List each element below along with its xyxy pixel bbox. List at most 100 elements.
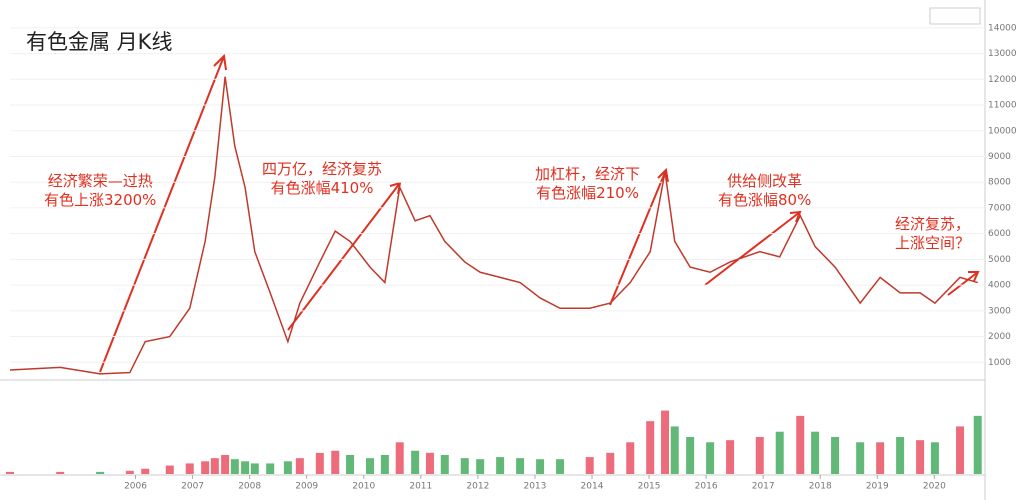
volume-bar — [201, 461, 210, 474]
annotation-line: 有色涨幅410% — [270, 179, 374, 197]
arrow — [704, 211, 801, 286]
x-tick-label: 2011 — [409, 482, 432, 492]
annotation-line: 加杠杆，经济下 — [535, 165, 641, 183]
volume-bar — [56, 471, 65, 474]
volume-bar — [230, 459, 239, 474]
arrow-head — [213, 53, 227, 71]
y-tick-label: 8000 — [988, 178, 1011, 188]
y-tick-label: 7000 — [988, 203, 1011, 213]
x-tick-label: 2012 — [466, 482, 489, 492]
volume-bar — [646, 421, 655, 474]
annotation-line: 有色涨幅80% — [718, 191, 812, 209]
volume-bar — [425, 452, 434, 474]
x-tick-label: 2014 — [581, 482, 604, 492]
arrow — [947, 271, 979, 296]
x-tick-label: 2018 — [809, 482, 832, 492]
volume-bar — [380, 454, 389, 474]
volume-bar — [366, 458, 375, 474]
annotation-line: 有色上涨3200% — [44, 191, 157, 209]
volume-bar — [283, 461, 292, 474]
price-line — [9, 76, 978, 375]
x-tick-label: 2007 — [181, 482, 204, 492]
x-tick-label: 2015 — [638, 482, 661, 492]
volume-bar — [476, 459, 485, 474]
arrows — [99, 53, 980, 373]
x-tick-label: 2010 — [352, 482, 375, 492]
volume-bar — [755, 437, 764, 474]
volume-bar — [726, 440, 735, 474]
annotation-line: 经济复苏， — [895, 215, 971, 233]
volume-bar — [496, 457, 505, 474]
x-tick-label: 2020 — [923, 482, 946, 492]
volume-bar — [266, 463, 275, 474]
toolbar-button[interactable] — [929, 7, 981, 25]
arrow-head — [657, 167, 669, 183]
annotation: 经济繁荣—过热 有色上涨3200% — [44, 172, 156, 210]
volume-bar — [775, 431, 784, 474]
volume-bar — [831, 437, 840, 474]
y-tick-label: 11000 — [988, 101, 1017, 111]
annotation: 加杠杆，经济下 有色涨幅210% — [535, 165, 640, 203]
volume-bar — [395, 442, 404, 474]
volume-bar — [516, 458, 525, 474]
volume-bar — [6, 471, 14, 474]
x-tick-label: 2017 — [752, 482, 775, 492]
y-tick-label: 2000 — [988, 332, 1011, 342]
volume-bar — [973, 415, 982, 474]
volume-bar — [331, 450, 340, 474]
annotation-line: 上涨空间？ — [895, 234, 971, 252]
volume-bar — [606, 452, 615, 474]
volume-bar — [241, 461, 250, 474]
volume-bar — [165, 465, 174, 474]
annotation-line: 经济繁荣—过热 — [47, 172, 153, 190]
x-tick-label: 2013 — [523, 482, 546, 492]
volume-bar — [440, 454, 449, 474]
volume-bar — [876, 442, 885, 474]
volume-bar — [346, 454, 355, 474]
volume-bar — [930, 442, 939, 474]
volume-bar — [626, 442, 635, 474]
x-tick-label: 2009 — [295, 482, 318, 492]
volume-bar — [536, 459, 545, 474]
volume-bar — [956, 426, 965, 474]
volume-bar — [250, 463, 259, 474]
volume-bar — [686, 437, 695, 474]
y-tick-label: 10000 — [988, 126, 1017, 136]
arrow — [99, 55, 225, 373]
annotation: 四万亿，经济复苏 有色涨幅410% — [262, 160, 382, 198]
y-tick-label: 14000 — [988, 23, 1017, 33]
volume-bar — [210, 458, 219, 474]
y-tick-label: 4000 — [988, 281, 1011, 291]
x-tick-label: 2008 — [238, 482, 261, 492]
annotation-line: 供给侧改革 — [727, 172, 803, 190]
volume-bar — [916, 440, 925, 474]
volume-bar — [411, 450, 420, 474]
volume-bar — [96, 471, 105, 474]
arrow-head — [968, 271, 980, 282]
y-tick-label: 9000 — [988, 152, 1011, 162]
annotation: 供给侧改革 有色涨幅80% — [718, 172, 811, 210]
volume-bar — [896, 437, 905, 474]
volume-bar — [460, 458, 469, 474]
y-tick-label: 6000 — [988, 229, 1011, 239]
volume-bar — [811, 431, 820, 474]
y-tick-label: 5000 — [988, 255, 1011, 265]
volume-bar — [315, 452, 324, 474]
volume-bar — [706, 442, 715, 474]
volume-bar — [856, 442, 865, 474]
volume-bar — [125, 470, 134, 474]
annotation-line: 有色涨幅210% — [536, 184, 639, 202]
x-tick-label: 2006 — [124, 482, 147, 492]
arrow-head — [789, 210, 802, 223]
volume-bar — [661, 410, 670, 474]
y-tick-label: 12000 — [988, 75, 1017, 85]
arrow — [609, 169, 667, 306]
volume-bar — [295, 458, 304, 474]
volume-bar — [670, 426, 679, 474]
x-tick-label: 2016 — [695, 482, 718, 492]
volume-bar — [796, 415, 805, 474]
volume-bar — [556, 459, 565, 474]
